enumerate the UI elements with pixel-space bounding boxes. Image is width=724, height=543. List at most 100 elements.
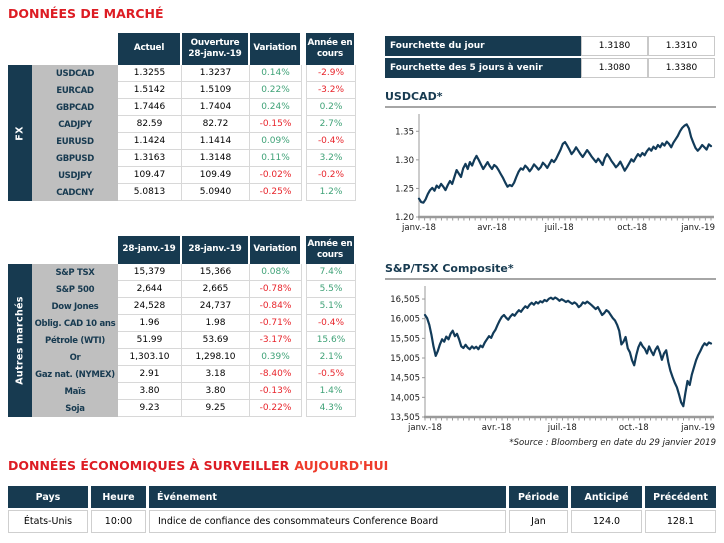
row-label: GBPCAD [32,99,118,116]
table-cell: 2,644 [118,281,182,298]
x-axis: janv.-18 avr.-18 juil.-18 oct.-18 janv.-19 [401,215,715,233]
table-cell: 2.1% [306,349,356,366]
table-cell: 109.47 [118,167,182,184]
svg-text:15,505: 15,505 [390,334,420,344]
econ-cell-precedent: 128.1 [645,510,716,533]
econ-cell-anticipe: 124.0 [571,510,642,533]
table-cell: 1.3163 [118,150,182,167]
row-label: USDCAD [32,65,118,82]
column-header: Année en cours [306,33,356,65]
svg-text:1.20: 1.20 [395,213,414,223]
row-label: EURUSD [32,133,118,150]
usdcad-line-chart: 1.20 1.25 1.30 1.35 janv.-18 avr.-18 juil.-18 o… [395,114,715,233]
table-cell: -0.4% [306,315,356,332]
table-cell: 9.23 [118,400,182,417]
row-label: Dow Jones [32,298,118,315]
tsx-chart-title: S&P/TSX Composite* [385,262,716,280]
svg-text:oct.-18: oct.-18 [617,223,647,233]
table-cell: 15.6% [306,332,356,349]
table-cell: 1.7446 [118,99,182,116]
price-line [417,123,713,204]
table-group-label: FX [14,125,26,141]
table-cell: 24,528 [118,298,182,315]
table-cell: 1.4% [306,383,356,400]
econ-header-periode: Période [509,486,568,508]
econ-header-heure: Heure [91,486,146,508]
table-cell: 1.96 [118,315,182,332]
table-group-spine: Autres marchés [8,264,32,417]
y-axis: 13,505 14,005 14,505 15,005 15,505 16,005 16,5… [390,286,426,423]
table-cell: -3.2% [306,82,356,99]
table-cell: 15,366 [182,264,250,281]
column-header: Variation [250,236,302,264]
usdcad-chart-title: USDCAD* [385,90,716,108]
row-label: CADJPY [32,116,118,133]
column-header: Actuel [118,33,182,65]
table-cell: 3.18 [182,366,250,383]
row-label: Maïs [32,383,118,400]
column-header: 28-janv.-19 [118,236,182,264]
econ-header-precedent: Précédent [645,486,716,508]
econ-header-evenement: Événement [149,486,506,508]
table-cell: -0.84% [250,298,302,315]
tsx-line-chart: 13,505 14,005 14,505 15,005 15,505 16,005 16,5… [390,286,715,433]
table-cell: -0.78% [250,281,302,298]
svg-text:janv.-19: janv.-19 [680,223,715,233]
column-header: Année en cours [306,236,356,264]
x-axis: janv.-18 avr.-18 juil.-18 oct.-18 janv.-19 [407,415,715,433]
econ-header-pays: Pays [8,486,88,508]
table-cell: -0.2% [306,167,356,184]
table-cell: 1.1414 [182,133,250,150]
tsx-chart-block: S&P/TSX Composite* 13,505 14,005 14,505 15,… [385,262,716,433]
five-day-range-high: 1.3380 [648,58,715,78]
table-group-label: Autres marchés [14,296,26,385]
row-label: Soja [32,400,118,417]
econ-header-anticipe: Anticipé [571,486,642,508]
svg-text:1.25: 1.25 [395,184,414,194]
table-cell: 2.7% [306,116,356,133]
svg-text:13,505: 13,505 [390,413,420,423]
source-note: *Source : Bloomberg en date du 29 janvie… [509,438,716,448]
table-cell: 0.09% [250,133,302,150]
table-cell: 3.80 [182,383,250,400]
table-cell: -3.17% [250,332,302,349]
table-group-spine: FX [8,65,32,201]
econ-cell-evenement: Indice de confiance des consommateurs Co… [149,510,506,533]
table-cell: 2,665 [182,281,250,298]
table-cell: 3.2% [306,150,356,167]
table-cell: 0.08% [250,264,302,281]
table-cell: -0.71% [250,315,302,332]
table-cell: 51.99 [118,332,182,349]
table-cell: 0.2% [306,99,356,116]
table-cell: 3.80 [118,383,182,400]
econ-cell-periode: Jan [509,510,568,533]
econ-cell-heure: 10:00 [91,510,146,533]
table-cell: 0.39% [250,349,302,366]
day-range-high: 1.3310 [648,36,715,56]
svg-text:16,005: 16,005 [390,315,420,325]
svg-text:16,505: 16,505 [390,295,420,305]
price-line [423,296,713,408]
table-cell: -0.15% [250,116,302,133]
svg-text:15,005: 15,005 [390,354,420,364]
svg-text:1.35: 1.35 [395,127,414,137]
svg-text:juil.-18: juil.-18 [544,223,574,233]
table-cell: 15,379 [118,264,182,281]
econ-calendar-table: Pays Heure Événement Période Anticipé Pr… [8,486,716,533]
svg-text:avr.-18: avr.-18 [477,223,507,233]
other-markets-table: 28-janv.-19 28-janv.-19 Variation Année en … [8,236,356,417]
table-cell: 24,737 [182,298,250,315]
five-day-range-low: 1.3080 [581,58,648,78]
econ-cell-pays: États-Unis [8,510,88,533]
five-day-range-label: Fourchette des 5 jours à venir [385,58,581,78]
table-cell: -8.40% [250,366,302,383]
table-cell: 1.3255 [118,65,182,82]
table-cell: 9.25 [182,400,250,417]
table-cell: 0.14% [250,65,302,82]
row-label: Gaz nat. (NYMEX) [32,366,118,383]
table-cell: 1.2% [306,184,356,201]
table-cell: 4.3% [306,400,356,417]
table-cell: 82.72 [182,116,250,133]
day-range-label: Fourchette du jour [385,36,581,56]
